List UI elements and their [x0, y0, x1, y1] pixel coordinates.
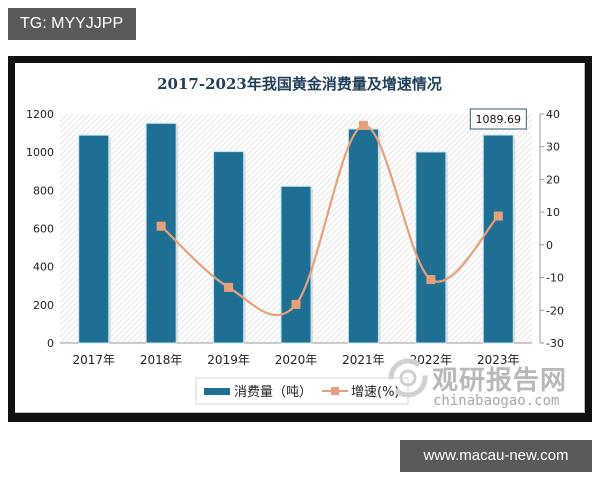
line-marker — [493, 211, 503, 221]
x-tick-label: 2020年 — [275, 353, 318, 367]
left-tick-label: 1200 — [26, 108, 54, 121]
legend-bar-swatch — [204, 388, 230, 395]
right-tick-label: -20 — [546, 304, 564, 317]
x-tick-label: 2023年 — [477, 353, 520, 367]
left-tick-label: 200 — [33, 299, 54, 312]
bar — [347, 128, 379, 344]
line-marker — [224, 282, 234, 292]
bar — [145, 122, 177, 344]
right-axis: -30 -20 -10 0 10 20 30 40 — [539, 108, 564, 350]
x-tick-label: 2021年 — [342, 353, 385, 367]
tg-badge: TG: MYYJJPP — [8, 8, 136, 40]
bar — [415, 151, 447, 344]
right-tick-label: 0 — [546, 239, 553, 252]
legend-line-marker — [331, 387, 339, 395]
bar — [213, 151, 245, 344]
line-marker — [156, 221, 166, 231]
left-tick-label: 0 — [47, 337, 54, 350]
left-tick-label: 400 — [33, 261, 54, 274]
line-marker — [291, 299, 301, 309]
x-tick-label: 2019年 — [207, 353, 250, 367]
watermark-logo-text: 观研报告网 — [432, 366, 568, 396]
chart-title: 2017-2023年我国黄金消费量及增速情况 — [157, 75, 442, 93]
line-series — [156, 120, 503, 317]
left-tick-label: 1000 — [26, 146, 54, 159]
bar — [78, 134, 110, 344]
left-tick-label: 800 — [33, 184, 54, 197]
svg-text:1089.69: 1089.69 — [476, 113, 522, 126]
legend-line-label: 增速(%) — [351, 385, 400, 400]
right-tick-label: 30 — [546, 141, 560, 154]
right-tick-label: 40 — [546, 108, 560, 121]
data-label-annotation: 1089.69 — [469, 108, 527, 130]
legend-bar-label: 消费量（吨） — [234, 385, 312, 400]
site-badge: www.macau-new.com — [400, 440, 592, 472]
x-tick-label: 2017年 — [72, 353, 115, 367]
right-tick-label: -30 — [546, 337, 564, 350]
right-tick-label: 10 — [546, 206, 560, 219]
bar — [280, 185, 312, 344]
bar-series — [78, 122, 516, 344]
bar — [482, 134, 514, 344]
line-marker — [358, 120, 368, 130]
left-tick-label: 600 — [33, 223, 54, 236]
right-tick-label: 20 — [546, 173, 560, 186]
x-axis-labels: 2017年 2018年 2019年 2020年 2021年 2022年 2023年 — [72, 353, 519, 367]
legend: 消费量（吨） 增速(%) — [195, 377, 409, 405]
x-tick-label: 2018年 — [140, 353, 183, 367]
watermark-url: chinabaogao.com — [433, 393, 560, 409]
line-marker — [426, 275, 436, 285]
right-tick-label: -10 — [546, 272, 564, 285]
